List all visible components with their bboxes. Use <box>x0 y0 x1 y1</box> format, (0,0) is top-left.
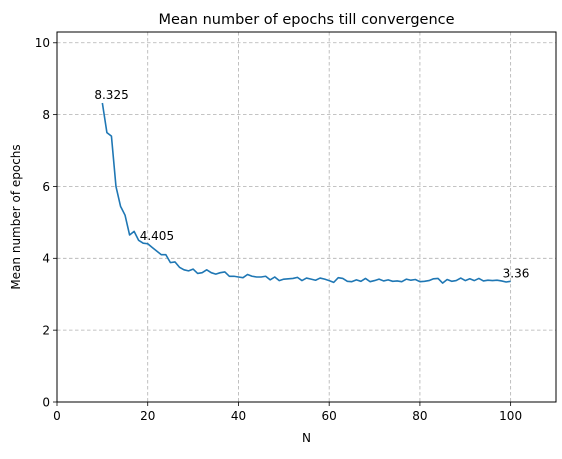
y-axis-label: Mean number of epochs <box>9 144 23 289</box>
x-tick-label: 0 <box>53 409 61 423</box>
grid <box>56 32 556 403</box>
x-tick-label: 40 <box>231 409 246 423</box>
x-tick-label: 60 <box>322 409 337 423</box>
y-tick-label: 4 <box>42 252 50 266</box>
x-axis-label: N <box>302 431 311 445</box>
tick-layer: 0 20 40 60 80 100 0 2 4 6 8 10 <box>35 36 522 423</box>
data-annotation: 3.36 <box>503 266 530 280</box>
y-tick-label: 0 <box>42 395 50 409</box>
chart-title: Mean number of epochs till convergence <box>158 12 454 28</box>
annotation-layer: 8.325 4.405 3.36 <box>94 88 529 280</box>
series-layer <box>101 102 511 284</box>
series-line <box>101 102 511 284</box>
plot-frame <box>56 31 557 403</box>
y-tick-label: 6 <box>42 180 50 194</box>
x-tick-label: 20 <box>140 409 155 423</box>
y-tick-label: 2 <box>42 323 50 337</box>
data-annotation: 8.325 <box>94 88 128 102</box>
y-tick-label: 8 <box>42 108 50 122</box>
data-annotation: 4.405 <box>140 229 174 243</box>
x-tick-label: 80 <box>412 409 427 423</box>
y-tick-label: 10 <box>35 36 50 50</box>
x-tick-label: 100 <box>499 409 522 423</box>
